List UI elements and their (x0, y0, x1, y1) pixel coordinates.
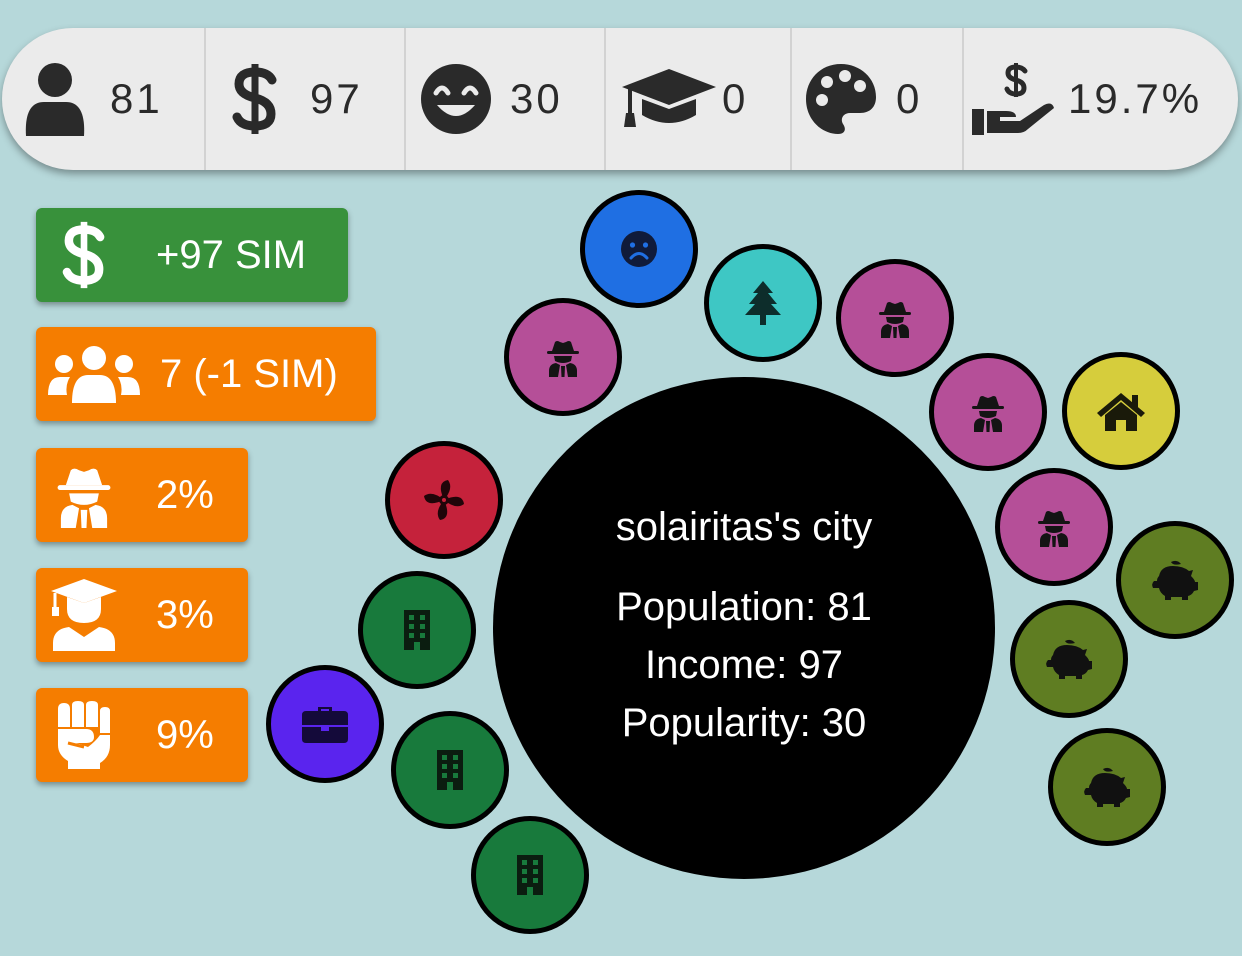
bank-node[interactable] (1010, 600, 1128, 718)
unhappy-node[interactable] (580, 190, 698, 308)
office-node[interactable] (358, 571, 476, 689)
spy-icon (36, 448, 132, 542)
crime-label: 2% (156, 472, 214, 517)
income-stat[interactable]: 97 (232, 28, 404, 170)
piggy-bank-icon (1151, 560, 1199, 600)
park-node[interactable] (704, 244, 822, 362)
popularity-value: 30 (510, 75, 563, 122)
education-stat[interactable]: 0 (622, 28, 790, 170)
piggy-bank-icon (1045, 639, 1093, 679)
crime-node[interactable] (995, 468, 1113, 586)
office-node[interactable] (471, 816, 589, 934)
groups-label: 7 (-1 SIM) (160, 351, 338, 396)
spy-icon (543, 337, 583, 377)
piggy-bank-icon (1083, 767, 1131, 807)
house-icon (1097, 393, 1145, 431)
protest-label: 9% (156, 712, 214, 757)
crime-node[interactable] (504, 298, 622, 416)
building-icon (435, 750, 465, 790)
spy-icon (875, 298, 915, 338)
tree-icon (745, 281, 781, 325)
divider (404, 28, 406, 170)
divider (204, 28, 206, 170)
users-icon (36, 327, 152, 421)
office-node[interactable] (391, 711, 509, 829)
divider (790, 28, 792, 170)
divider (604, 28, 606, 170)
protest-button[interactable]: 9% (36, 688, 248, 782)
income-button[interactable]: +97 SIM (36, 208, 348, 302)
briefcase-icon (302, 707, 348, 743)
crime-button[interactable]: 2% (36, 448, 248, 542)
stats-bar: 81 97 30 0 (2, 28, 1238, 170)
city-income: Income: 97 (645, 642, 843, 687)
city-title: solairitas's city (615, 504, 873, 549)
hand-money-icon (972, 63, 1054, 135)
fist-icon (36, 688, 132, 782)
income-value: 97 (310, 75, 363, 122)
education-button[interactable]: 3% (36, 568, 248, 662)
dollar-icon (36, 208, 132, 302)
groups-button[interactable]: 7 (-1 SIM) (36, 327, 376, 421)
city-population: Population: 81 (616, 584, 872, 629)
building-icon (515, 855, 545, 895)
crime-node[interactable] (836, 259, 954, 377)
graduate-icon (36, 568, 132, 662)
bank-node[interactable] (1116, 521, 1234, 639)
bank-node[interactable] (1048, 728, 1166, 846)
education-label: 3% (156, 592, 214, 637)
crime-node[interactable] (929, 353, 1047, 471)
palette-icon (806, 64, 876, 134)
city-popularity: Popularity: 30 (621, 700, 867, 745)
income-label: +97 SIM (156, 232, 307, 277)
culture-stat[interactable]: 0 (804, 28, 962, 170)
home-node[interactable] (1062, 352, 1180, 470)
fan-node[interactable] (385, 441, 503, 559)
smile-icon (421, 64, 491, 134)
tax-rate-value: 19.7% (1068, 75, 1203, 122)
tax-stat[interactable]: 19.7% (972, 28, 1212, 170)
divider (962, 28, 964, 170)
dollar-icon (232, 64, 277, 134)
sad-face-icon (621, 231, 657, 267)
person-icon (25, 63, 85, 136)
education-value: 0 (722, 75, 749, 122)
culture-value: 0 (896, 75, 923, 122)
spy-icon (968, 392, 1008, 432)
population-value: 81 (110, 75, 163, 122)
city-center[interactable]: solairitas's city Population: 81 Income:… (493, 377, 995, 879)
population-stat[interactable]: 81 (22, 28, 204, 170)
building-icon (402, 610, 432, 650)
job-node[interactable] (266, 665, 384, 783)
graduation-cap-icon (622, 69, 716, 127)
popularity-stat[interactable]: 30 (420, 28, 604, 170)
fan-icon (424, 480, 464, 520)
spy-icon (1034, 507, 1074, 547)
